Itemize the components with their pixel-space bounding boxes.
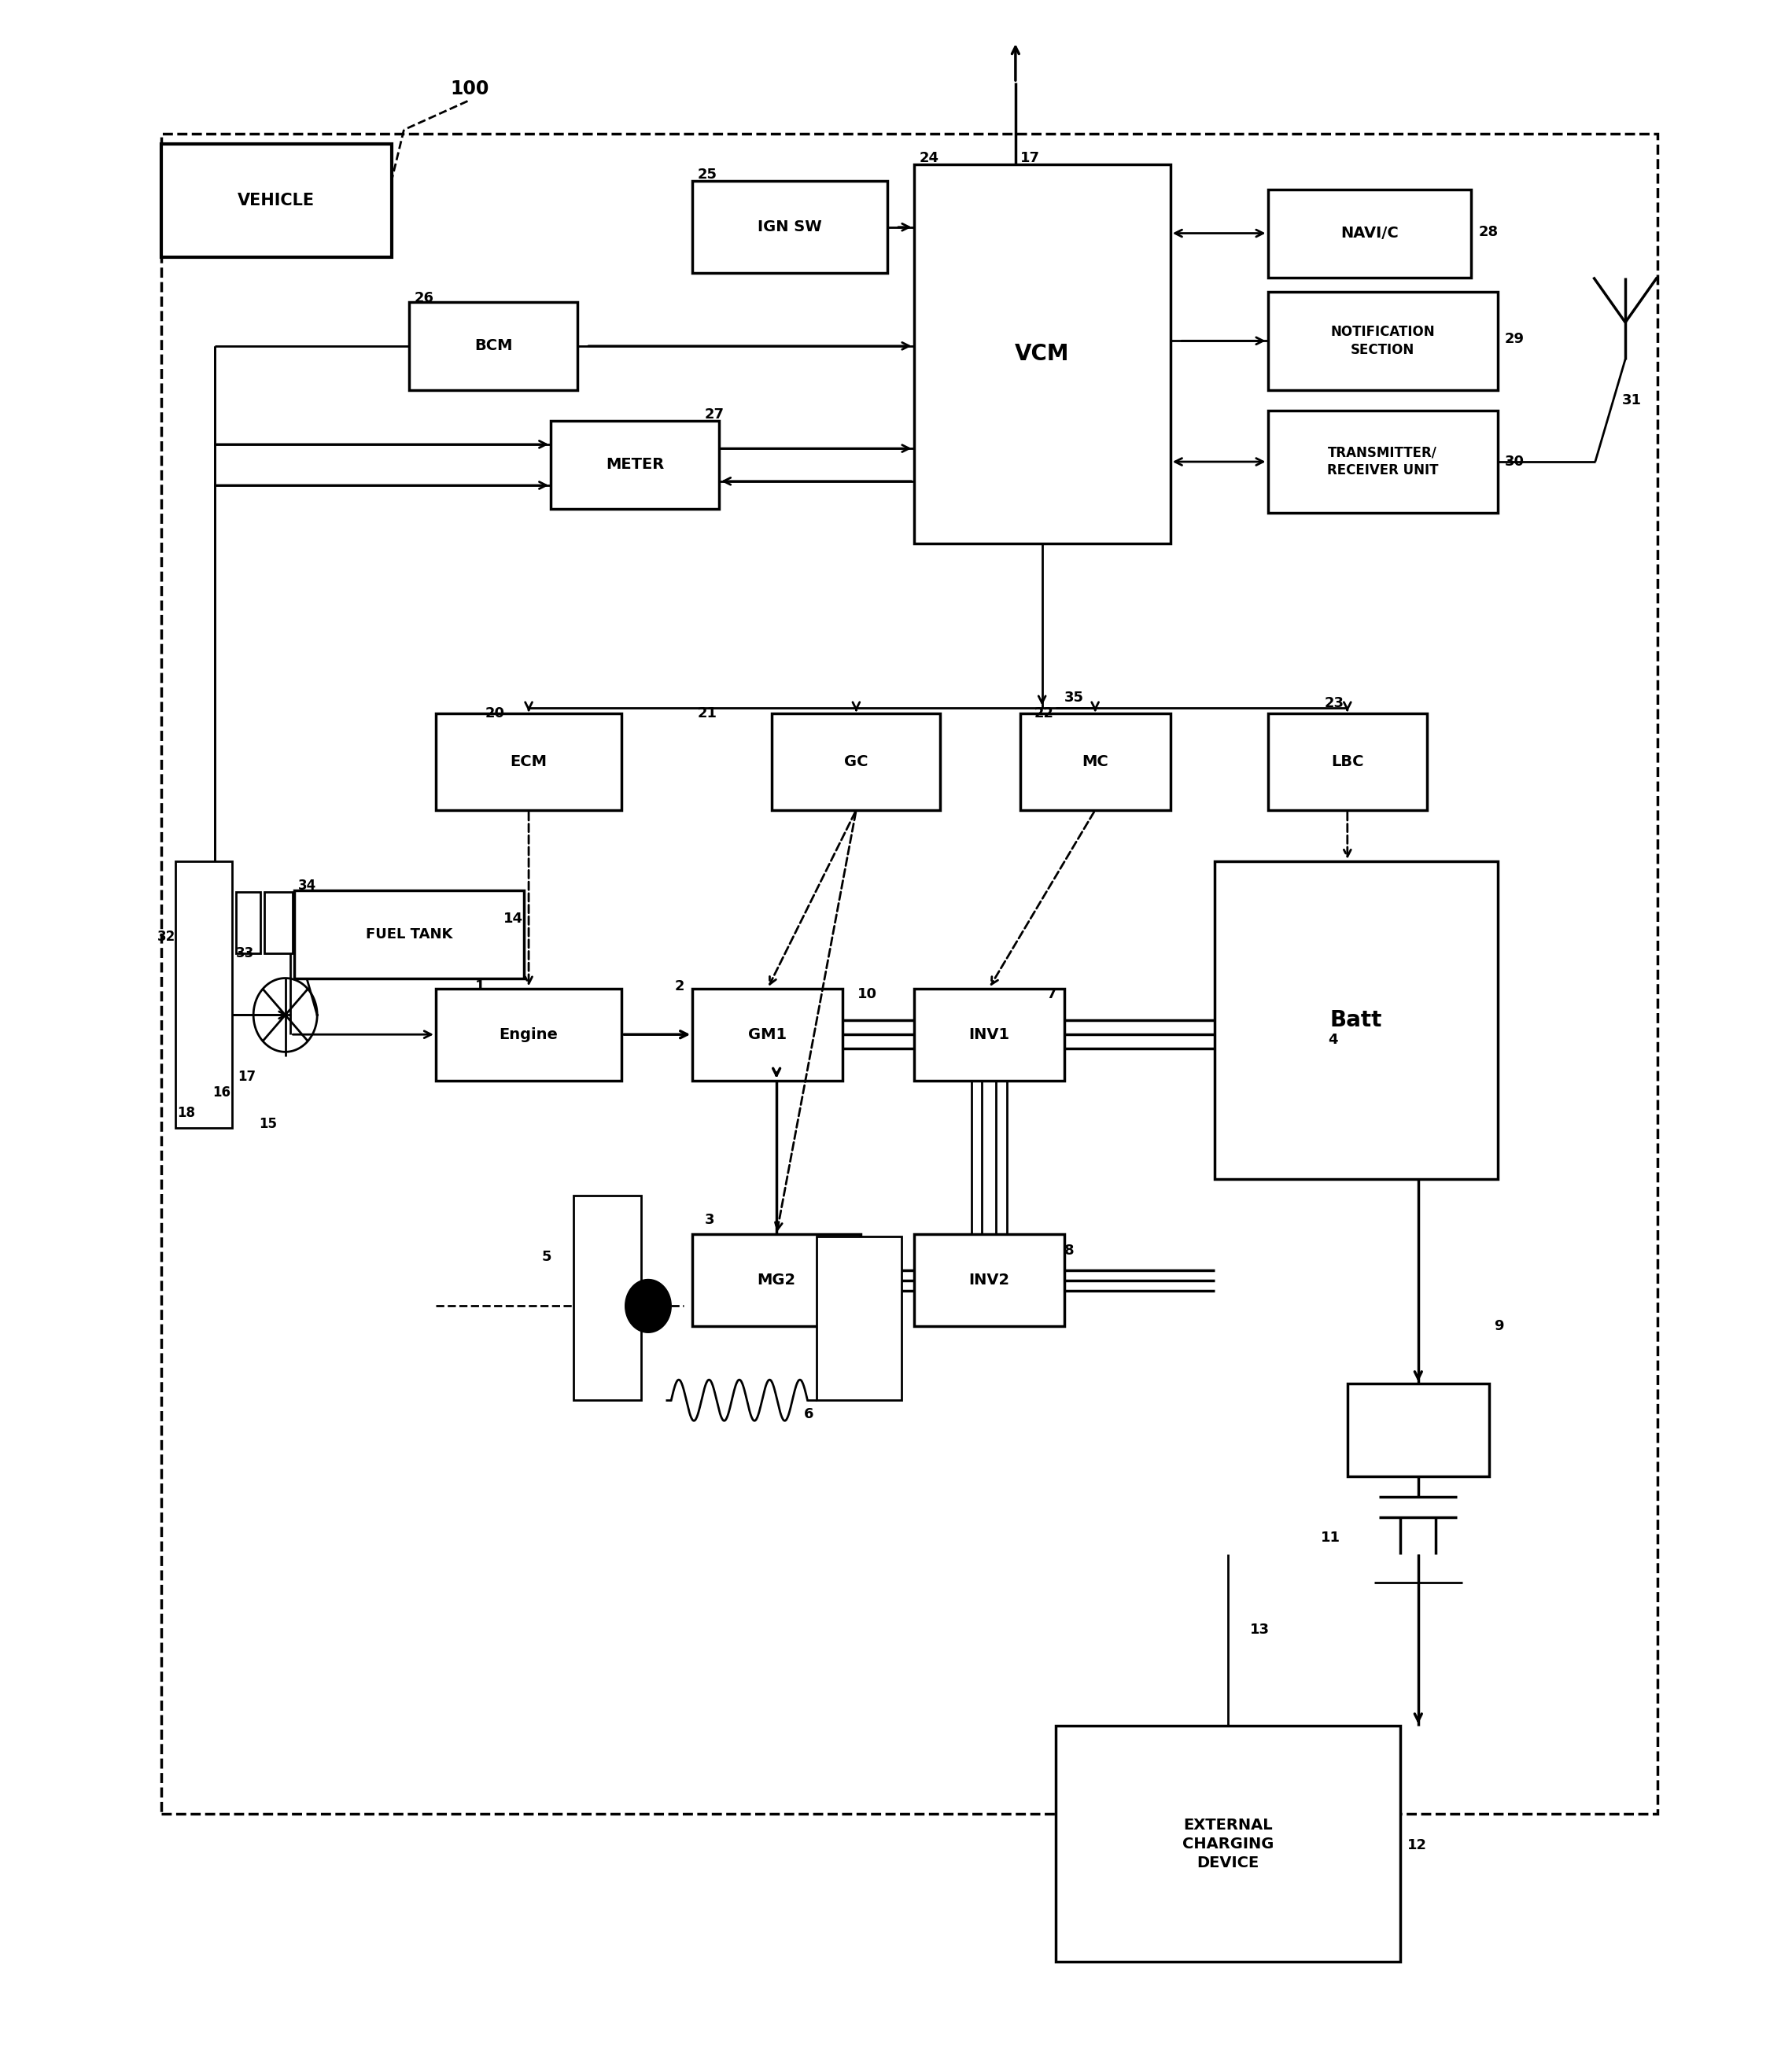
Text: 4: 4 [1328, 1033, 1339, 1046]
Bar [914, 1234, 1064, 1328]
Text: 33: 33 [237, 946, 254, 961]
Text: 15: 15 [258, 1116, 276, 1131]
Text: NAVI/C: NAVI/C [1340, 226, 1398, 240]
Bar [409, 302, 577, 389]
Bar [263, 893, 292, 953]
Text: 100: 100 [450, 79, 489, 97]
Text: 35: 35 [1064, 690, 1084, 704]
Text: IGN SW: IGN SW [758, 220, 823, 234]
Text: GM1: GM1 [749, 1027, 787, 1042]
Text: 34: 34 [297, 878, 315, 893]
Text: 24: 24 [919, 151, 939, 166]
Bar [1348, 1383, 1489, 1477]
Text: 22: 22 [1034, 706, 1054, 721]
Bar [161, 135, 1658, 1814]
Text: 8: 8 [1064, 1243, 1073, 1257]
Text: 17: 17 [1020, 151, 1039, 166]
Text: 25: 25 [697, 168, 717, 182]
Text: 31: 31 [1622, 393, 1641, 408]
Bar [1267, 714, 1426, 810]
Bar [550, 420, 719, 509]
Polygon shape [625, 1280, 672, 1332]
Text: 30: 30 [1505, 456, 1525, 468]
Text: 12: 12 [1407, 1837, 1426, 1851]
Text: 32: 32 [158, 930, 176, 944]
Bar [573, 1195, 642, 1400]
Text: Engine: Engine [500, 1027, 557, 1042]
Bar [817, 1236, 901, 1400]
Bar [1055, 1725, 1401, 1961]
Text: 1: 1 [475, 980, 484, 994]
Text: 17: 17 [238, 1069, 256, 1083]
Bar [1215, 862, 1498, 1178]
Text: 28: 28 [1478, 226, 1498, 240]
Text: VCM: VCM [1014, 344, 1070, 364]
Text: 9: 9 [1495, 1319, 1503, 1334]
Text: TRANSMITTER/
RECEIVER UNIT: TRANSMITTER/ RECEIVER UNIT [1328, 445, 1439, 478]
Text: 20: 20 [486, 706, 505, 721]
Text: LBC: LBC [1331, 754, 1364, 770]
Bar [1267, 410, 1498, 514]
Text: MG2: MG2 [758, 1274, 796, 1288]
Bar [692, 988, 842, 1081]
Text: 13: 13 [1251, 1624, 1271, 1636]
Bar [1267, 292, 1498, 389]
Text: 14: 14 [504, 911, 523, 926]
Bar [692, 1234, 860, 1328]
Text: 11: 11 [1321, 1530, 1340, 1545]
Bar [294, 891, 525, 978]
Text: 7: 7 [1047, 988, 1055, 1002]
Text: 2: 2 [676, 980, 685, 994]
Text: BCM: BCM [475, 338, 513, 354]
Text: 21: 21 [697, 706, 717, 721]
Bar [1267, 188, 1471, 278]
Bar [914, 164, 1170, 545]
Text: 26: 26 [414, 290, 434, 304]
Text: 6: 6 [805, 1408, 814, 1421]
Bar [692, 180, 887, 273]
Text: 23: 23 [1324, 696, 1344, 710]
Text: INV2: INV2 [968, 1274, 1009, 1288]
Text: MC: MC [1082, 754, 1109, 770]
Bar [237, 893, 260, 953]
Bar [435, 714, 622, 810]
Text: METER: METER [606, 458, 665, 472]
Bar [772, 714, 941, 810]
Text: FUEL TANK: FUEL TANK [366, 928, 453, 940]
Text: ECM: ECM [511, 754, 547, 770]
Bar [1020, 714, 1170, 810]
Text: INV1: INV1 [968, 1027, 1009, 1042]
Bar [161, 145, 391, 257]
Text: 3: 3 [704, 1214, 715, 1226]
Text: 18: 18 [177, 1106, 195, 1120]
Text: Batt: Batt [1330, 1009, 1382, 1031]
Text: 29: 29 [1505, 331, 1525, 346]
Text: 5: 5 [541, 1249, 552, 1263]
Bar [914, 988, 1064, 1081]
Text: 10: 10 [857, 988, 876, 1002]
Text: NOTIFICATION
SECTION: NOTIFICATION SECTION [1331, 325, 1435, 356]
Text: GC: GC [844, 754, 867, 770]
Text: 16: 16 [213, 1085, 231, 1100]
Bar [435, 988, 622, 1081]
Text: EXTERNAL
CHARGING
DEVICE: EXTERNAL CHARGING DEVICE [1183, 1818, 1274, 1870]
Text: 27: 27 [704, 408, 724, 422]
Bar [176, 862, 233, 1129]
Text: VEHICLE: VEHICLE [238, 193, 315, 209]
